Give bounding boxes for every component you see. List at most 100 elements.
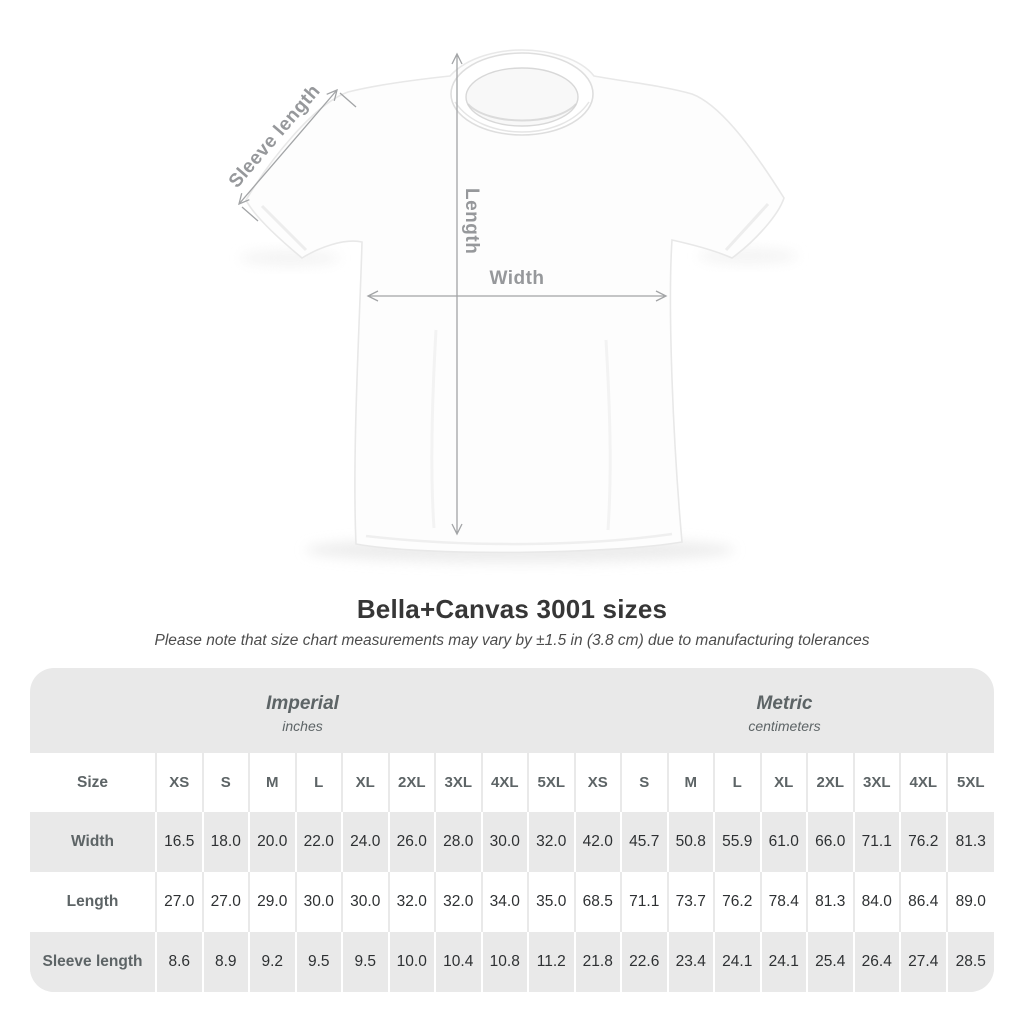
value-cell: 8.9 xyxy=(203,932,250,992)
value-cell: 89.0 xyxy=(947,872,994,932)
imperial-label: Imperial xyxy=(266,692,339,714)
width-dimension xyxy=(366,290,668,302)
size-col-header: 5XL xyxy=(529,753,576,812)
value-cell: 22.6 xyxy=(622,932,669,992)
value-cell: 81.3 xyxy=(947,812,994,872)
value-cell: 84.0 xyxy=(854,872,901,932)
size-col-header: 2XL xyxy=(808,753,855,812)
value-cell: 32.0 xyxy=(389,872,436,932)
wrinkle-line xyxy=(604,339,612,531)
unit-group-band: Imperial inches Metric centimeters xyxy=(30,668,994,753)
value-cell: 10.0 xyxy=(389,932,436,992)
value-cell: 11.2 xyxy=(529,932,576,992)
value-cell: 76.2 xyxy=(715,872,762,932)
page-title: Bella+Canvas 3001 sizes xyxy=(356,594,668,624)
value-cell: 29.0 xyxy=(250,872,297,932)
value-cell: 10.8 xyxy=(482,932,529,992)
imperial-unit: inches xyxy=(282,718,323,735)
value-cell: 42.0 xyxy=(575,812,622,872)
size-col-header: M xyxy=(250,753,297,812)
row-label-width: Width xyxy=(30,812,157,872)
length-label: Length xyxy=(461,188,482,254)
size-col-header: L xyxy=(296,753,343,812)
value-cell: 26.4 xyxy=(854,932,901,992)
collar-inner xyxy=(465,67,579,127)
sleeve-shadow-left xyxy=(240,250,340,266)
size-col-header: 4XL xyxy=(482,753,529,812)
size-col-header: 5XL xyxy=(947,753,994,812)
value-cell: 30.0 xyxy=(482,812,529,872)
tshirt-diagram: Length Width Sleeve length xyxy=(225,49,798,563)
value-cell: 78.4 xyxy=(761,872,808,932)
tshirt-svg: Length Width Sleeve length xyxy=(225,49,798,563)
value-cell: 27.0 xyxy=(157,872,204,932)
hem-seam xyxy=(365,532,673,546)
metric-unit: centimeters xyxy=(748,718,821,735)
length-dimension xyxy=(451,52,463,536)
collar-inner-shadow xyxy=(467,103,577,122)
value-cell: 28.5 xyxy=(947,932,994,992)
value-cell: 18.0 xyxy=(203,812,250,872)
tolerance-note: Please note that size chart measurements… xyxy=(154,632,870,649)
row-label-sleeve-length: Sleeve length xyxy=(30,932,157,992)
value-cell: 66.0 xyxy=(808,812,855,872)
imperial-group-header: Imperial inches xyxy=(30,668,575,753)
value-cell: 28.0 xyxy=(436,812,483,872)
value-cell: 24.0 xyxy=(343,812,390,872)
sleeve-dimension xyxy=(238,88,357,222)
size-col-header: XS xyxy=(575,753,622,812)
size-col-header: 3XL xyxy=(436,753,483,812)
value-cell: 16.5 xyxy=(157,812,204,872)
value-cell: 8.6 xyxy=(157,932,204,992)
value-cell: 81.3 xyxy=(808,872,855,932)
value-cell: 24.1 xyxy=(761,932,808,992)
value-cell: 45.7 xyxy=(622,812,669,872)
size-table-card: Imperial inches Metric centimeters Size X… xyxy=(30,668,994,992)
value-cell: 9.2 xyxy=(250,932,297,992)
value-cell: 27.4 xyxy=(901,932,948,992)
width-label: Width xyxy=(489,268,544,289)
value-cell: 61.0 xyxy=(761,812,808,872)
sleeve-hem-left xyxy=(260,204,308,252)
size-col-header: XL xyxy=(761,753,808,812)
value-cell: 34.0 xyxy=(482,872,529,932)
metric-group-header: Metric centimeters xyxy=(575,668,994,753)
value-cell: 10.4 xyxy=(436,932,483,992)
value-cell: 26.0 xyxy=(389,812,436,872)
size-col-header: 2XL xyxy=(389,753,436,812)
size-col-header: M xyxy=(668,753,715,812)
value-cell: 32.0 xyxy=(529,812,576,872)
sleeve-hem-right xyxy=(724,202,770,252)
value-cell: 55.9 xyxy=(715,812,762,872)
value-cell: 86.4 xyxy=(901,872,948,932)
size-col-header: S xyxy=(622,753,669,812)
value-cell: 21.8 xyxy=(575,932,622,992)
value-cell: 9.5 xyxy=(343,932,390,992)
value-cell: 30.0 xyxy=(296,872,343,932)
metric-label: Metric xyxy=(756,692,813,714)
value-cell: 27.0 xyxy=(203,872,250,932)
size-col-header: 3XL xyxy=(854,753,901,812)
wrinkle-line xyxy=(430,329,438,529)
size-header-cell: Size xyxy=(30,753,157,812)
size-col-header: XS xyxy=(157,753,204,812)
size-col-header: XL xyxy=(343,753,390,812)
value-cell: 73.7 xyxy=(668,872,715,932)
tshirt-outline xyxy=(245,49,785,554)
value-cell: 20.0 xyxy=(250,812,297,872)
size-col-header: L xyxy=(715,753,762,812)
value-cell: 68.5 xyxy=(575,872,622,932)
value-cell: 22.0 xyxy=(296,812,343,872)
value-cell: 9.5 xyxy=(296,932,343,992)
value-cell: 32.0 xyxy=(436,872,483,932)
value-cell: 35.0 xyxy=(529,872,576,932)
collar-seam xyxy=(454,101,590,133)
size-col-header: 4XL xyxy=(901,753,948,812)
size-table: Size XS S M L XL 2XL 3XL 4XL 5XL XS S M L XL 2XL 3XL 4XL 5… xyxy=(30,753,994,992)
value-cell: 25.4 xyxy=(808,932,855,992)
row-label-length: Length xyxy=(30,872,157,932)
value-cell: 76.2 xyxy=(901,812,948,872)
value-cell: 30.0 xyxy=(343,872,390,932)
value-cell: 71.1 xyxy=(622,872,669,932)
